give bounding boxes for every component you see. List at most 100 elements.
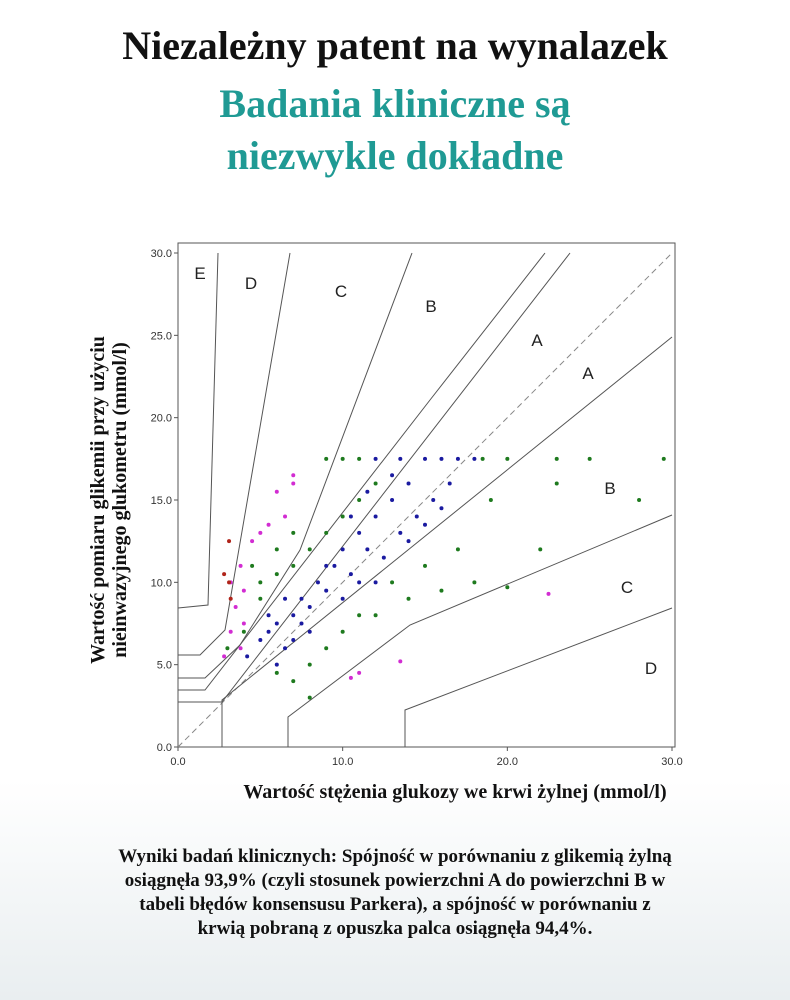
zone-label: D: [645, 659, 657, 678]
point: [250, 539, 255, 544]
point: [266, 522, 271, 527]
point: [233, 605, 238, 610]
zone-label: B: [425, 297, 436, 316]
point: [324, 456, 329, 461]
caption-line: krwią pobraną z opuszka palca osiągnęła …: [197, 918, 593, 939]
zone-boundary: [221, 336, 673, 747]
zone-boundary: [178, 252, 291, 656]
point: [299, 621, 304, 626]
point: [357, 530, 362, 535]
point: [546, 591, 551, 596]
zone-boundary: [177, 252, 219, 609]
point: [299, 596, 304, 601]
point: [307, 662, 312, 667]
zone-label: D: [245, 274, 257, 293]
point: [439, 588, 444, 593]
point: [357, 670, 362, 675]
y-tick-label: 15.0: [151, 495, 172, 507]
point: [291, 563, 296, 568]
point: [538, 547, 543, 552]
point: [222, 654, 227, 659]
y-tick-label: 30.0: [151, 248, 172, 260]
point: [505, 585, 510, 590]
zone-boundary: [404, 607, 673, 747]
point: [274, 572, 279, 577]
point: [291, 481, 296, 486]
point: [291, 637, 296, 642]
x-axis-label: Wartość stężenia glukozy we krwi żylnej …: [243, 781, 666, 803]
point: [238, 646, 243, 651]
point: [381, 555, 386, 560]
point: [390, 473, 395, 478]
zone-label: C: [335, 282, 347, 301]
point: [406, 539, 411, 544]
point: [414, 514, 419, 519]
point: [238, 563, 243, 568]
point: [332, 563, 337, 568]
point: [373, 613, 378, 618]
point: [307, 629, 312, 634]
point: [307, 695, 312, 700]
point: [340, 629, 345, 634]
point: [637, 498, 642, 502]
point: [340, 456, 345, 461]
zone-label: C: [621, 578, 633, 597]
caption: Wyniki badań klinicznych: Spójność w por…: [30, 845, 760, 941]
y-tick-label: 25.0: [151, 330, 172, 342]
point: [241, 621, 246, 626]
zone-label: A: [582, 364, 594, 383]
point: [241, 629, 246, 634]
point: [340, 514, 345, 519]
y-axis-label: Wartość pomiaru glikemii przy użyciu: [87, 336, 109, 664]
point: [291, 530, 296, 535]
point: [245, 654, 250, 659]
point: [587, 456, 592, 461]
x-tick-label: 10.0: [332, 756, 353, 768]
zone-boundary: [287, 514, 673, 747]
point: [398, 659, 403, 664]
point: [348, 514, 353, 519]
point: [423, 456, 427, 461]
x-tick-label: 0.0: [170, 756, 185, 768]
zone-boundary: [178, 252, 546, 691]
point: [488, 498, 493, 502]
point: [274, 547, 279, 552]
zone-lines: [177, 252, 673, 748]
point: [480, 456, 485, 461]
title: Niezależny patent na wynalazek: [122, 23, 668, 68]
point: [274, 662, 279, 667]
caption-line: Wyniki badań klinicznych: Spójność w por…: [118, 846, 672, 867]
y-axis-label-group: Wartość pomiaru glikemii przy użyciu nie…: [87, 336, 131, 664]
point: [423, 522, 427, 527]
point: [398, 530, 403, 535]
subtitle: Badania kliniczne są niezwykle dokładne: [219, 81, 571, 178]
point: [324, 530, 329, 535]
point: [661, 456, 666, 461]
point: [258, 580, 263, 585]
point: [373, 514, 378, 519]
caption-line: osiągnęła 93,9% (czyli stosunek powierzc…: [124, 870, 666, 891]
point: [439, 506, 444, 511]
point: [291, 679, 296, 684]
point: [241, 588, 246, 593]
point: [258, 530, 263, 535]
point: [340, 596, 345, 601]
point: [222, 572, 227, 577]
point: [258, 596, 263, 601]
point: [455, 547, 460, 552]
x-tick-label: 30.0: [661, 756, 682, 768]
plot-frame: [177, 242, 676, 748]
point: [373, 456, 378, 461]
point: [423, 563, 427, 568]
point: [406, 596, 411, 601]
y-axis-label: nieinwazyjnego glukometru (mmol/l): [109, 342, 131, 658]
point: [225, 646, 230, 651]
point: [228, 596, 233, 601]
point: [373, 580, 378, 585]
point: [266, 613, 271, 618]
point: [398, 456, 403, 461]
point: [227, 580, 232, 585]
point: [291, 473, 296, 478]
point: [447, 481, 452, 486]
